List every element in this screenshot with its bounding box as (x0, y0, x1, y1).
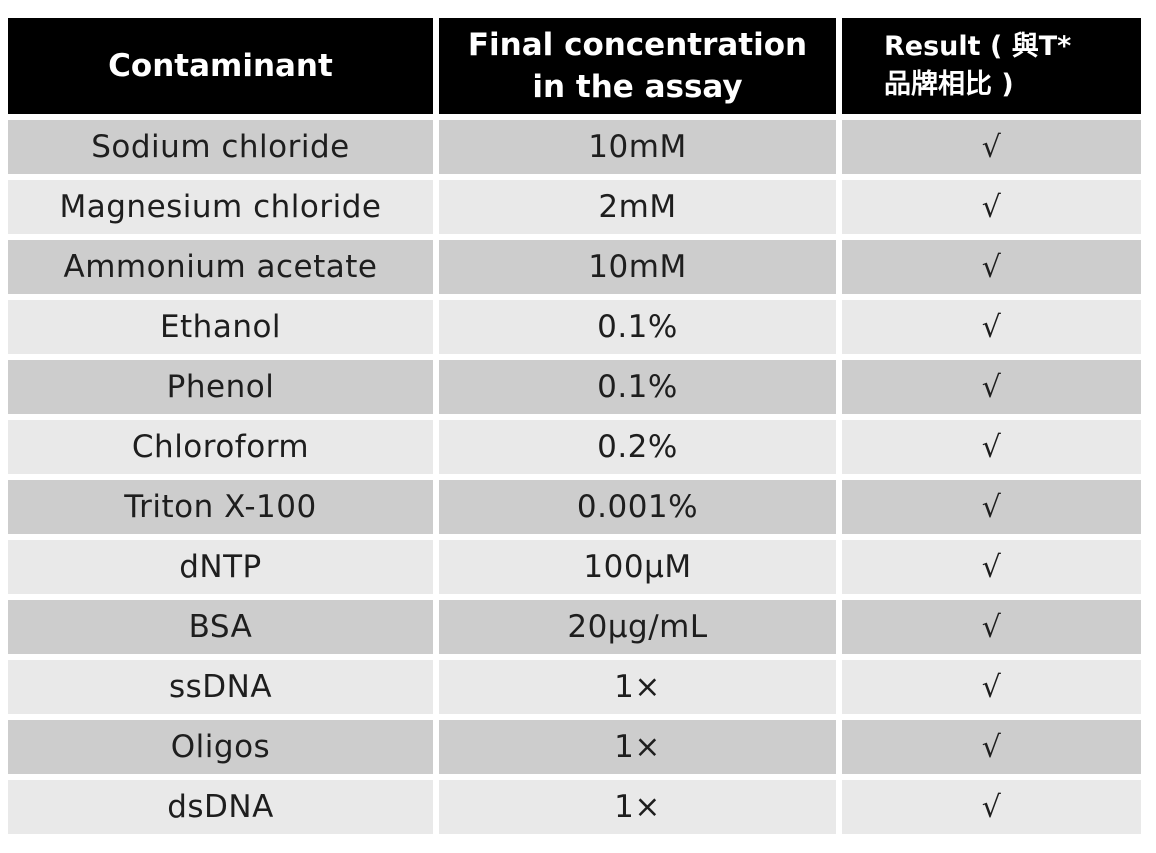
concentration-cell: 0.1% (439, 360, 836, 414)
header-contaminant: Contaminant (8, 18, 433, 114)
table-row: dsDNA 1× √ (8, 780, 1141, 834)
result-check-cell: √ (842, 600, 1141, 654)
table-row: Oligos 1× √ (8, 720, 1141, 774)
contaminant-cell: Triton X-100 (8, 480, 433, 534)
result-check-cell: √ (842, 300, 1141, 354)
table-row: Sodium chloride 10mM √ (8, 120, 1141, 174)
table-row: Chloroform 0.2% √ (8, 420, 1141, 474)
contaminant-cell: Phenol (8, 360, 433, 414)
concentration-cell: 1× (439, 660, 836, 714)
table-row: Ammonium acetate 10mM √ (8, 240, 1141, 294)
concentration-cell: 10mM (439, 120, 836, 174)
contaminant-cell: Chloroform (8, 420, 433, 474)
result-check-cell: √ (842, 360, 1141, 414)
contaminant-cell: BSA (8, 600, 433, 654)
header-final-concentration: Final concentration in the assay (439, 18, 836, 114)
contaminant-table: Contaminant Final concentration in the a… (8, 18, 1141, 834)
result-check-cell: √ (842, 780, 1141, 834)
contaminant-cell: ssDNA (8, 660, 433, 714)
contaminant-cell: Oligos (8, 720, 433, 774)
contaminant-cell: dsDNA (8, 780, 433, 834)
concentration-cell: 100µM (439, 540, 836, 594)
table-row: Triton X-100 0.001% √ (8, 480, 1141, 534)
header-result: Result ( 與T* 品牌相比 ) (842, 18, 1141, 114)
header-final-concentration-line1: Final concentration (467, 27, 808, 63)
concentration-cell: 2mM (439, 180, 836, 234)
result-check-cell: √ (842, 540, 1141, 594)
table-row: Magnesium chloride 2mM √ (8, 180, 1141, 234)
concentration-cell: 1× (439, 720, 836, 774)
result-check-cell: √ (842, 420, 1141, 474)
table-row: ssDNA 1× √ (8, 660, 1141, 714)
concentration-cell: 20µg/mL (439, 600, 836, 654)
table-header-row: Contaminant Final concentration in the a… (8, 18, 1141, 114)
result-check-cell: √ (842, 660, 1141, 714)
contaminant-cell: Ethanol (8, 300, 433, 354)
contaminant-cell: Ammonium acetate (8, 240, 433, 294)
concentration-cell: 0.2% (439, 420, 836, 474)
result-check-cell: √ (842, 720, 1141, 774)
contaminant-cell: Magnesium chloride (8, 180, 433, 234)
result-check-cell: √ (842, 240, 1141, 294)
contaminant-cell: Sodium chloride (8, 120, 433, 174)
concentration-cell: 0.1% (439, 300, 836, 354)
table-row: dNTP 100µM √ (8, 540, 1141, 594)
result-check-cell: √ (842, 120, 1141, 174)
header-result-line2: 品牌相比 ) (884, 69, 1014, 100)
concentration-cell: 1× (439, 780, 836, 834)
table-row: Ethanol 0.1% √ (8, 300, 1141, 354)
concentration-cell: 0.001% (439, 480, 836, 534)
contaminant-cell: dNTP (8, 540, 433, 594)
result-check-cell: √ (842, 480, 1141, 534)
concentration-cell: 10mM (439, 240, 836, 294)
header-result-line1: Result ( 與T* (884, 31, 1072, 62)
table-row: Phenol 0.1% √ (8, 360, 1141, 414)
header-final-concentration-line2: in the assay (532, 69, 743, 105)
contaminant-results-table: Contaminant Final concentration in the a… (2, 12, 1147, 840)
table-row: BSA 20µg/mL √ (8, 600, 1141, 654)
result-check-cell: √ (842, 180, 1141, 234)
